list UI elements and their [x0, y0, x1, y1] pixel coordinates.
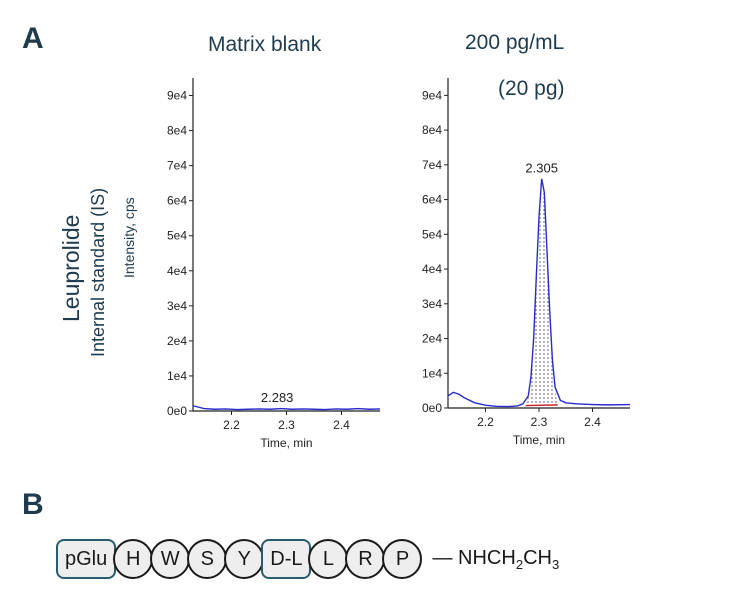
- y-tick-label: 3e4: [422, 297, 442, 311]
- y-tick-label: 5e4: [167, 229, 187, 243]
- peak-label: 2.305: [525, 161, 558, 176]
- residue-box: pGlu: [56, 539, 117, 579]
- y-tick-label: 7e4: [167, 159, 187, 173]
- peptide-sequence: pGlu H W S Y D-L L R P — NHCH2CH3: [56, 537, 559, 581]
- residue-circle: S: [187, 539, 228, 579]
- x-axis-label: Time, min: [260, 436, 312, 450]
- y-tick-label: 9e4: [422, 88, 442, 102]
- peak-area: [525, 178, 558, 406]
- x-tick-label: 2.4: [333, 418, 350, 432]
- y-tick-label: 1e4: [422, 366, 442, 380]
- y-tick-label: 4e4: [167, 264, 187, 278]
- x-axis-label: Time, min: [513, 433, 565, 447]
- y-tick-label: 1e4: [167, 369, 187, 383]
- c-terminal-group: — NHCH2CH3: [432, 546, 560, 572]
- x-tick-label: 2.4: [584, 415, 601, 429]
- series-line: [192, 405, 381, 411]
- chart2-title: 200 pg/mL: [465, 31, 565, 54]
- y-tick-label: 9e4: [167, 89, 187, 103]
- y-tick-label: 6e4: [422, 193, 442, 207]
- x-tick-label: 2.3: [278, 418, 295, 432]
- y-tick-label: 4e4: [422, 262, 442, 276]
- y-tick-label: 5e4: [422, 227, 442, 241]
- analyte-label: Leuprolide: [58, 214, 84, 322]
- residue-circle: Y: [224, 539, 265, 579]
- y-tick-label: 0e0: [167, 404, 187, 418]
- x-tick-label: 2.3: [531, 415, 548, 429]
- residue-circle: R: [345, 539, 386, 579]
- chromatogram-200pg: 0e0 1e4 2e4 3e4 4e4 5e4 6e4 7e4 8e4 9e4 2.2 2.3 2.4 T…: [422, 78, 631, 447]
- residue-circle: H: [113, 539, 154, 579]
- x-tick-label: 2.2: [477, 415, 494, 429]
- chart2-subtitle: (20 pg): [498, 77, 565, 100]
- y-tick-label: 7e4: [422, 158, 442, 172]
- y-tick-label: 2e4: [422, 332, 442, 346]
- peak-label: 2.283: [261, 390, 294, 405]
- y-tick-label: 3e4: [167, 299, 187, 313]
- residue-circle: P: [382, 539, 423, 579]
- series-line: [447, 178, 631, 408]
- chart1-title: Matrix blank: [208, 33, 322, 56]
- y-tick-label: 0e0: [422, 401, 442, 415]
- panel-letter-a: A: [22, 22, 44, 55]
- residue-circle: W: [150, 539, 191, 579]
- y-tick-label: 8e4: [422, 123, 442, 137]
- x-tick-label: 2.2: [223, 418, 240, 432]
- residue-circle: L: [308, 539, 349, 579]
- y-tick-label: 2e4: [167, 334, 187, 348]
- panel-letter-b: B: [22, 488, 44, 521]
- residue-box: D-L: [261, 539, 312, 579]
- chromatogram-matrix-blank: 0e0 1e4 2e4 3e4 4e4 5e4 6e4 7e4 8e4 9e4 2.2 2.3 2.4 T…: [167, 78, 381, 450]
- y-tick-label: 6e4: [167, 194, 187, 208]
- internal-standard-label: Internal standard (IS): [88, 187, 108, 357]
- integration-baseline: [525, 404, 558, 407]
- y-tick-label: 8e4: [167, 124, 187, 138]
